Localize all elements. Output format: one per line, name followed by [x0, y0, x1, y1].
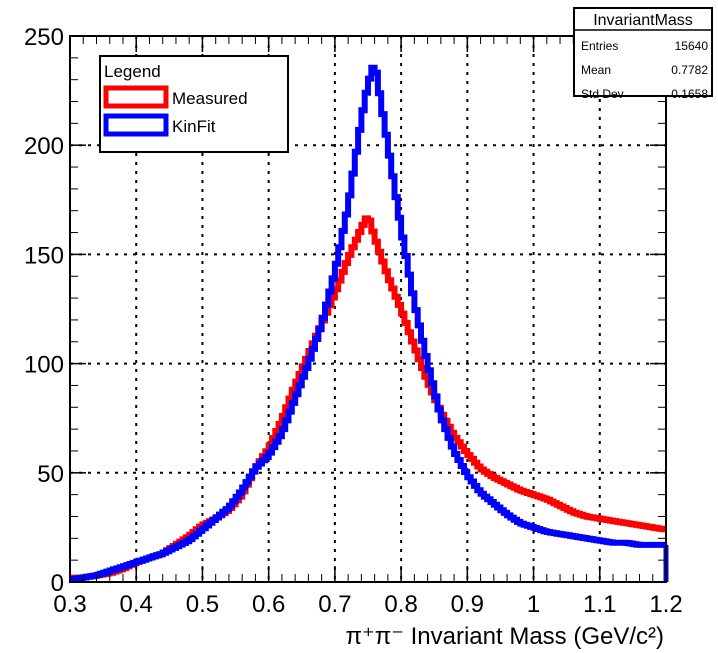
stats-label-entries: Entries — [581, 39, 618, 53]
legend-label-kinfit: KinFit — [172, 117, 216, 136]
stats-value-std-dev: 0.1658 — [671, 87, 708, 101]
y-tick-label: 100 — [24, 352, 64, 379]
x-tick-label: 1.2 — [649, 591, 682, 618]
legend-swatch-measured — [103, 85, 169, 109]
stats-label-mean: Mean — [581, 63, 611, 77]
x-tick-label: 0.6 — [252, 591, 285, 618]
stats-value-entries: 15640 — [675, 39, 709, 53]
y-tick-label: 0 — [51, 570, 64, 597]
x-tick-label: 0.7 — [318, 591, 351, 618]
series-line-measured — [70, 215, 666, 581]
y-tick-label: 50 — [37, 461, 64, 488]
y-tick-label: 150 — [24, 242, 64, 269]
x-tick-label: 0.9 — [451, 591, 484, 618]
stats-value-mean: 0.7782 — [671, 63, 708, 77]
x-tick-label: 1.1 — [583, 591, 616, 618]
plot-frame — [69, 35, 667, 583]
y-tick-labels: 0 50 100 150 200 250 — [24, 24, 64, 597]
x-tick-label: 0.8 — [384, 591, 417, 618]
stats-title: InvariantMass — [593, 12, 693, 29]
stats-label-std-dev: Std Dev — [581, 87, 624, 101]
y-tick-label: 200 — [24, 133, 64, 160]
series-line-kinfit — [70, 64, 666, 583]
x-tick-label: 1 — [527, 591, 540, 618]
x-tick-labels: 0.3 0.4 0.5 0.6 0.7 0.8 0.9 1 1.1 1.2 — [53, 591, 682, 618]
legend-swatch-kinfit — [103, 113, 169, 137]
legend: Legend Measured KinFit — [99, 55, 289, 153]
x-tick-label: 0.3 — [53, 591, 86, 618]
x-tick-label: 0.4 — [120, 591, 153, 618]
stats-box: InvariantMass Entries 15640 Mean 0.7782 … — [573, 7, 713, 101]
legend-label-measured: Measured — [172, 89, 248, 108]
x-tick-label: 0.5 — [186, 591, 219, 618]
x-axis-title: π⁺π⁻ Invariant Mass (GeV/c²) — [345, 623, 664, 650]
stats-box-frame — [573, 7, 713, 97]
y-tick-label: 250 — [24, 24, 64, 51]
legend-title: Legend — [104, 62, 161, 81]
